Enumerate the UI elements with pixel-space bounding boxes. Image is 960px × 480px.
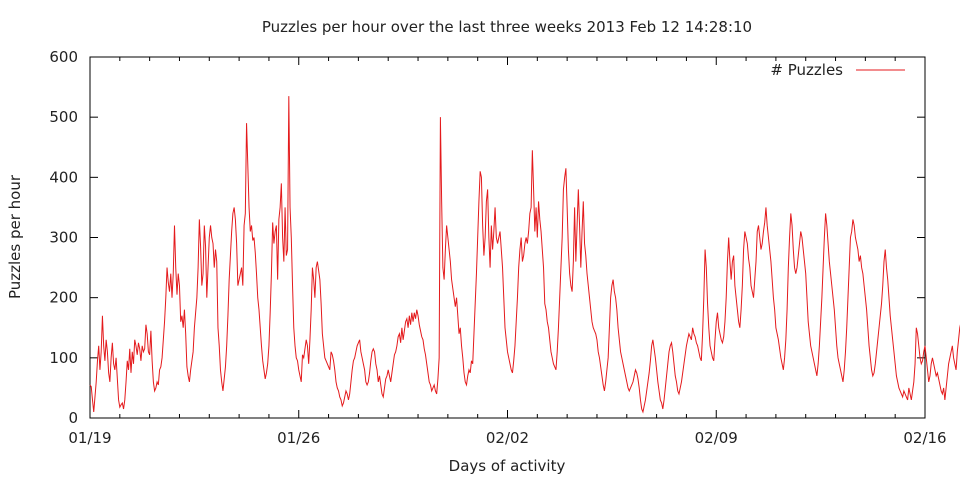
- series-line: [89, 96, 960, 414]
- y-tick-label: 200: [49, 289, 78, 307]
- x-tick-label: 02/16: [903, 429, 946, 447]
- x-tick-label: 02/09: [695, 429, 738, 447]
- legend-label: # Puzzles: [770, 61, 843, 79]
- y-tick-label: 100: [49, 349, 78, 367]
- x-tick-label: 01/26: [277, 429, 320, 447]
- y-tick-label: 500: [49, 108, 78, 126]
- x-tick-label: 02/02: [486, 429, 529, 447]
- y-axis: 0 100 200 300 400 500 600: [49, 48, 925, 427]
- x-axis-label: Days of activity: [449, 457, 566, 475]
- y-axis-label: Puzzles per hour: [6, 174, 24, 299]
- x-axis: 01/19 01/26 02/02 02/09 02/16: [68, 57, 947, 447]
- y-tick-label: 400: [49, 168, 78, 186]
- y-tick-label: 300: [49, 229, 78, 247]
- legend: # Puzzles: [770, 61, 905, 79]
- y-tick-label: 0: [68, 409, 78, 427]
- y-tick-label: 600: [49, 48, 78, 66]
- x-tick-label: 01/19: [68, 429, 111, 447]
- chart-title: Puzzles per hour over the last three wee…: [262, 18, 752, 36]
